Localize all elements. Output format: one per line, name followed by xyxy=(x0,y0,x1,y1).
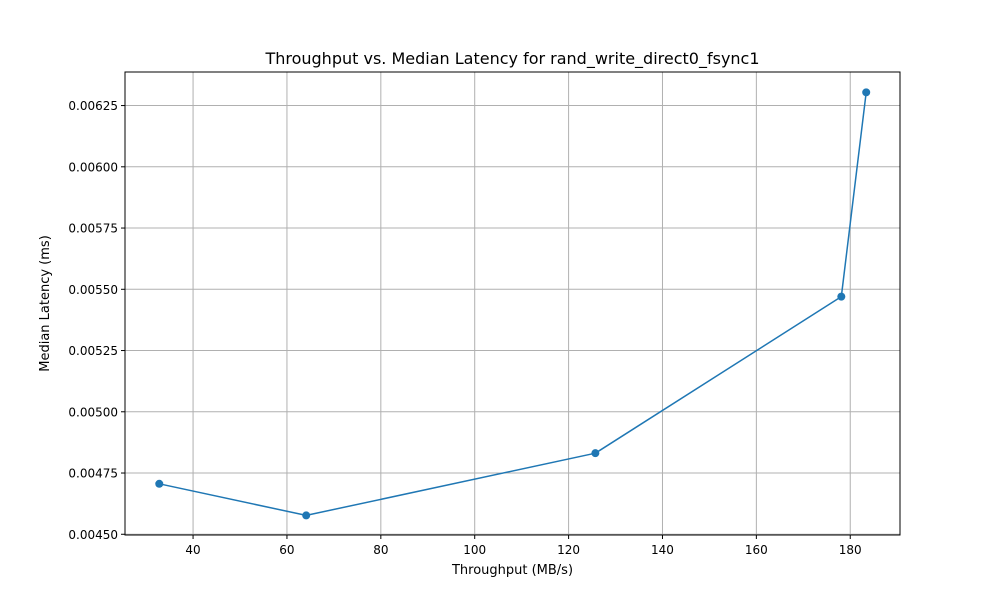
plot-frame xyxy=(124,71,901,536)
x-tick-label: 80 xyxy=(373,543,388,557)
x-tick-label: 60 xyxy=(279,543,294,557)
y-tick-label: 0.00550 xyxy=(68,283,118,297)
y-tick-label: 0.00475 xyxy=(68,467,118,481)
series-layer xyxy=(155,88,871,520)
y-tick-label: 0.00450 xyxy=(68,528,118,542)
y-tick-label: 0.00600 xyxy=(68,160,118,174)
x-tick-label: 160 xyxy=(745,543,768,557)
chart-title: Throughput vs. Median Latency for rand_w… xyxy=(264,49,759,69)
data-point-marker xyxy=(155,479,164,488)
x-tick-label: 40 xyxy=(185,543,200,557)
data-point-marker xyxy=(591,449,600,458)
x-axis-label: Throughput (MB/s) xyxy=(451,563,573,578)
data-point-marker xyxy=(837,292,846,301)
x-tick-label: 120 xyxy=(557,543,580,557)
y-tick-label: 0.00625 xyxy=(68,99,118,113)
data-point-marker xyxy=(862,88,871,97)
x-tick-label: 100 xyxy=(463,543,486,557)
axis-ticks: 40 60 80 100 120 140 160 180 0.00450 0.00475 0.005… xyxy=(68,99,861,557)
y-tick-label: 0.00500 xyxy=(68,405,118,419)
y-tick-label: 0.00575 xyxy=(68,222,118,236)
grid-lines xyxy=(125,72,900,535)
x-tick-label: 140 xyxy=(651,543,674,557)
data-point-marker xyxy=(302,511,311,520)
y-axis-label: Median Latency (ms) xyxy=(38,235,53,372)
x-tick-label: 180 xyxy=(839,543,862,557)
y-tick-label: 0.00525 xyxy=(68,344,118,358)
